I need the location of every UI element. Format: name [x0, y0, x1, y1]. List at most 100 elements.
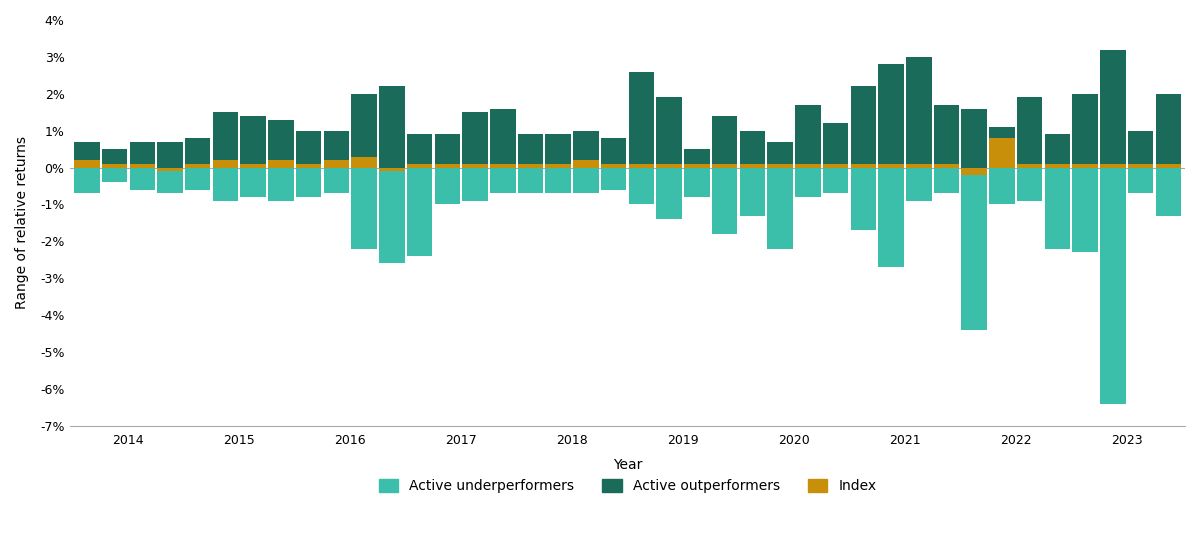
Bar — [157, 168, 182, 193]
Bar — [1073, 164, 1098, 168]
Bar — [1128, 168, 1153, 193]
Legend: Active underperformers, Active outperformers, Index: Active underperformers, Active outperfor… — [372, 472, 883, 500]
Bar — [407, 134, 432, 168]
Bar — [407, 168, 432, 256]
Bar — [1100, 50, 1126, 168]
Bar — [74, 168, 100, 193]
Bar — [102, 149, 127, 168]
Bar — [434, 164, 460, 168]
Bar — [574, 131, 599, 168]
Bar — [379, 168, 404, 171]
Bar — [601, 138, 626, 168]
Bar — [490, 164, 516, 168]
Bar — [268, 168, 294, 201]
Bar — [851, 168, 876, 230]
Bar — [796, 168, 821, 197]
Bar — [1045, 164, 1070, 168]
Bar — [823, 123, 848, 168]
Bar — [906, 168, 931, 201]
Bar — [851, 87, 876, 168]
Bar — [212, 112, 239, 168]
Bar — [379, 168, 404, 263]
Bar — [240, 116, 266, 168]
Bar — [1100, 164, 1126, 168]
Bar — [934, 164, 959, 168]
Bar — [268, 120, 294, 168]
Bar — [934, 168, 959, 193]
Bar — [324, 160, 349, 168]
Bar — [878, 64, 904, 168]
X-axis label: Year: Year — [613, 458, 642, 473]
Bar — [712, 164, 738, 168]
Bar — [989, 168, 1015, 204]
Bar — [796, 105, 821, 168]
Bar — [934, 105, 959, 168]
Bar — [212, 160, 239, 168]
Bar — [268, 160, 294, 168]
Bar — [1128, 164, 1153, 168]
Bar — [324, 131, 349, 168]
Bar — [739, 164, 766, 168]
Bar — [767, 168, 793, 249]
Bar — [407, 164, 432, 168]
Bar — [240, 164, 266, 168]
Bar — [462, 164, 488, 168]
Bar — [906, 57, 931, 168]
Bar — [1016, 164, 1043, 168]
Bar — [546, 134, 571, 168]
Bar — [961, 168, 986, 330]
Bar — [601, 164, 626, 168]
Bar — [324, 168, 349, 193]
Bar — [961, 168, 986, 175]
Bar — [185, 138, 210, 168]
Bar — [434, 168, 460, 204]
Bar — [1073, 168, 1098, 252]
Bar — [601, 168, 626, 190]
Bar — [961, 109, 986, 168]
Bar — [1016, 98, 1043, 168]
Bar — [462, 112, 488, 168]
Bar — [296, 131, 322, 168]
Bar — [1156, 168, 1181, 215]
Bar — [574, 160, 599, 168]
Bar — [629, 72, 654, 168]
Bar — [656, 98, 682, 168]
Bar — [130, 142, 155, 168]
Bar — [1045, 134, 1070, 168]
Bar — [823, 168, 848, 193]
Bar — [379, 87, 404, 168]
Bar — [352, 157, 377, 168]
Y-axis label: Range of relative returns: Range of relative returns — [14, 136, 29, 310]
Bar — [490, 168, 516, 193]
Bar — [490, 109, 516, 168]
Bar — [629, 164, 654, 168]
Bar — [517, 134, 544, 168]
Bar — [1156, 94, 1181, 168]
Bar — [296, 164, 322, 168]
Bar — [823, 164, 848, 168]
Bar — [712, 116, 738, 168]
Bar — [212, 168, 239, 201]
Bar — [185, 168, 210, 190]
Bar — [546, 164, 571, 168]
Bar — [989, 138, 1015, 168]
Bar — [712, 168, 738, 234]
Bar — [684, 164, 709, 168]
Bar — [434, 134, 460, 168]
Bar — [1128, 131, 1153, 168]
Bar — [240, 168, 266, 197]
Bar — [130, 164, 155, 168]
Bar — [546, 168, 571, 193]
Bar — [878, 168, 904, 267]
Bar — [767, 164, 793, 168]
Bar — [130, 168, 155, 190]
Bar — [462, 168, 488, 201]
Bar — [74, 160, 100, 168]
Bar — [352, 94, 377, 168]
Bar — [878, 164, 904, 168]
Bar — [656, 168, 682, 219]
Bar — [739, 131, 766, 168]
Bar — [1156, 164, 1181, 168]
Bar — [74, 142, 100, 168]
Bar — [1045, 168, 1070, 249]
